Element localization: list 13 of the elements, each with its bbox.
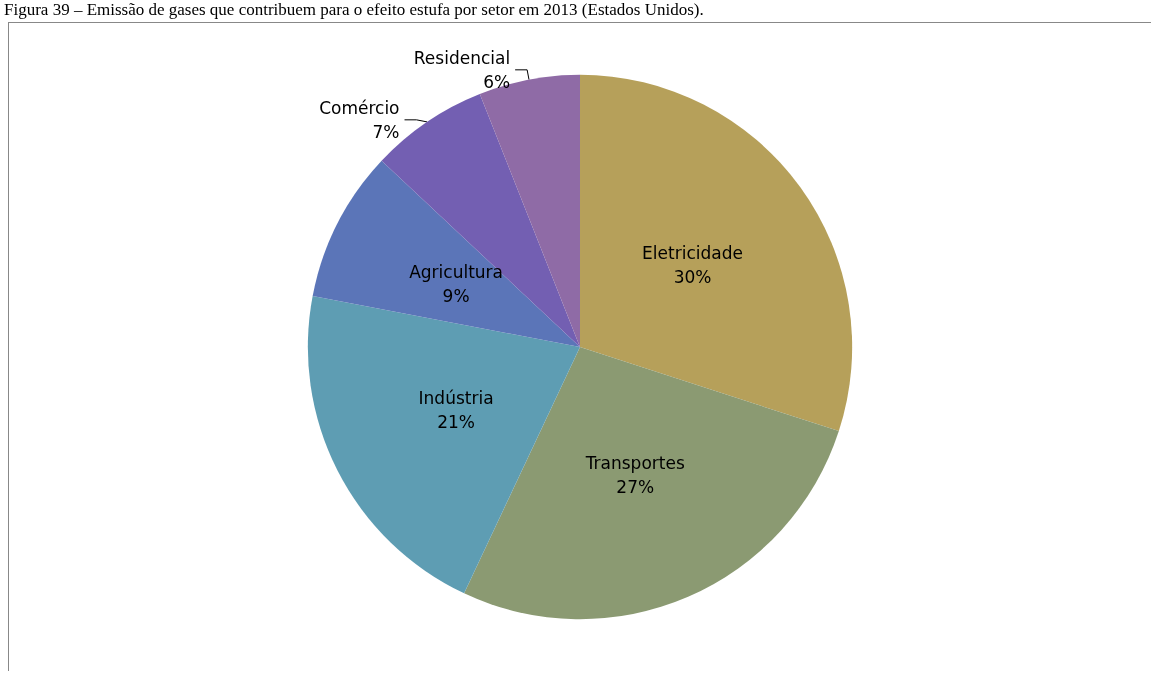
- data-label: 6%: [483, 71, 511, 92]
- data-label: 7%: [372, 121, 400, 142]
- data-label: 9%: [442, 285, 470, 306]
- slice-label: Eletricidade: [642, 243, 743, 264]
- data-label: 30%: [673, 267, 712, 288]
- data-label: 27%: [616, 476, 655, 497]
- slice-label: Comércio: [319, 97, 400, 118]
- data-label: 21%: [437, 412, 475, 433]
- slice-label: Transportes: [584, 452, 685, 473]
- slice-label: Residencial: [413, 47, 511, 68]
- chart-title: Figura 39 – Emissão de gases que contribuem para o efeito estufa por setor em 2013 (Estados Unidos).: [3, 0, 705, 21]
- slice-label: Agricultura: [409, 261, 503, 282]
- slice-label: Indústria: [418, 388, 494, 409]
